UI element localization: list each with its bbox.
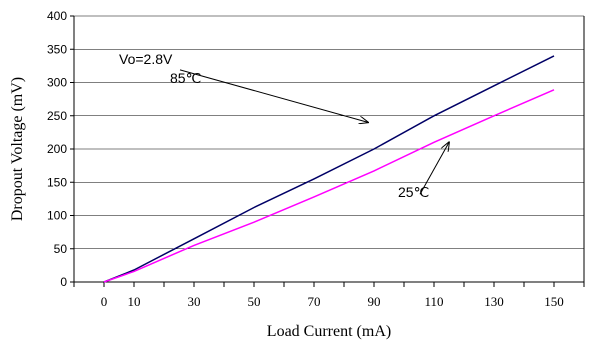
x-tick-label: 110 (424, 294, 443, 309)
y-tick-label: 400 (47, 9, 67, 23)
x-tick-label: 150 (544, 294, 564, 309)
x-axis-title: Load Current (mA) (267, 323, 391, 340)
y-tick-label: 50 (54, 242, 68, 256)
annotation-label: 85℃ (170, 70, 201, 86)
annotation-label: 25℃ (398, 184, 429, 200)
x-tick-label: 70 (308, 294, 321, 309)
y-tick-label: 300 (47, 76, 67, 90)
y-tick-label: 150 (47, 175, 67, 189)
tick-labels: 0 50 100 150 200 250 300 350 400 0 10 30 50 70 90 110 13… (47, 9, 564, 309)
y-tick-label: 250 (47, 109, 67, 123)
x-tick-label: 0 (101, 294, 108, 309)
series-line-25c (103, 89, 555, 283)
series-lines (103, 55, 555, 283)
annotation-label: Vo=2.8V (119, 51, 173, 67)
x-tick-label: 130 (484, 294, 504, 309)
y-axis-title: Dropout Voltage (mV) (9, 77, 26, 221)
grid-lines (74, 15, 584, 250)
x-tick-label: 30 (188, 294, 201, 309)
y-tick-label: 350 (47, 42, 67, 56)
annotation-arrow (179, 69, 368, 123)
axes (70, 15, 585, 287)
annotation-arrow (419, 142, 449, 195)
y-tick-label: 200 (47, 142, 67, 156)
series-line-85c (103, 55, 555, 283)
x-tick-label: 50 (248, 294, 261, 309)
annotations: Vo=2.8V 85℃ 25℃ (119, 51, 449, 200)
x-tick-label: 90 (368, 294, 381, 309)
y-tick-label: 0 (60, 275, 67, 289)
x-tick-label: 10 (128, 294, 141, 309)
y-tick-label: 100 (47, 209, 67, 223)
